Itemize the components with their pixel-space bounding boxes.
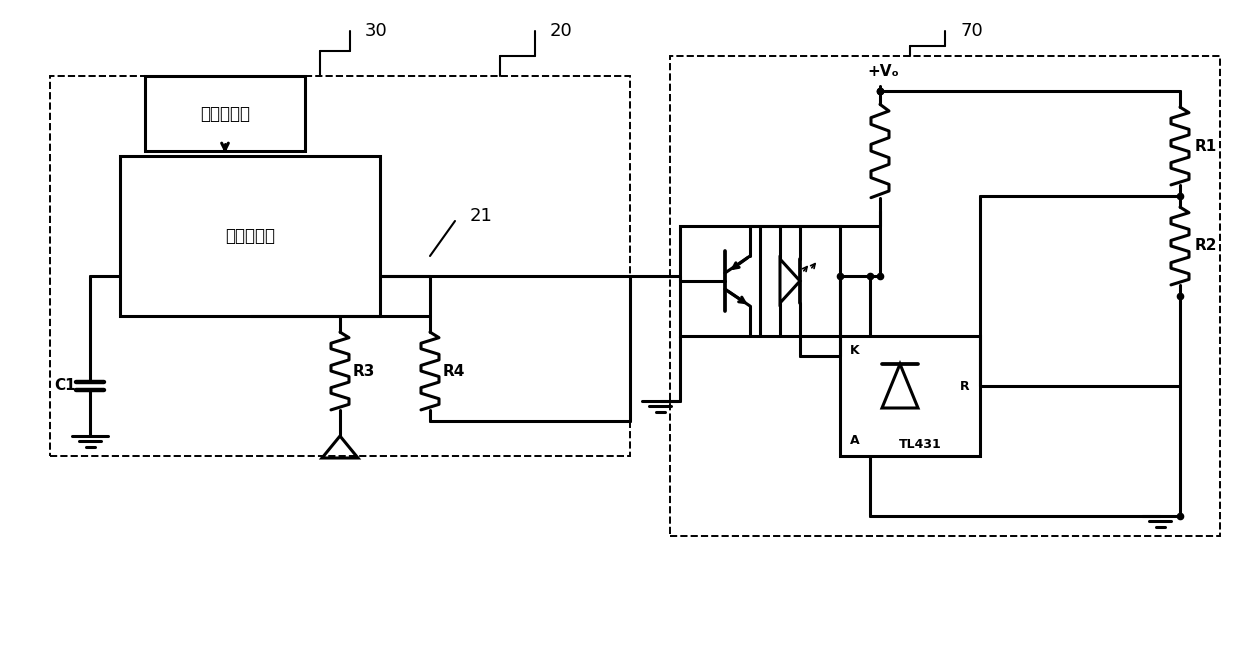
- Text: 方波发生器: 方波发生器: [200, 104, 250, 123]
- Text: A: A: [851, 434, 859, 447]
- Text: R4: R4: [443, 363, 465, 379]
- Bar: [680, 226, 839, 336]
- Bar: [670, 56, 1220, 536]
- Bar: [145, 76, 305, 151]
- Bar: [120, 156, 379, 316]
- Text: R: R: [960, 380, 970, 392]
- Text: TL431: TL431: [899, 438, 941, 451]
- Text: +Vₒ: +Vₒ: [867, 64, 899, 79]
- Text: R1: R1: [1195, 138, 1218, 154]
- Text: C1: C1: [55, 379, 76, 394]
- Text: R2: R2: [1195, 239, 1218, 253]
- Text: 20: 20: [551, 22, 573, 40]
- Text: K: K: [851, 344, 859, 358]
- Text: R3: R3: [353, 363, 376, 379]
- Text: 70: 70: [960, 22, 983, 40]
- Text: 调频控制器: 调频控制器: [224, 227, 275, 245]
- Text: 30: 30: [365, 22, 388, 40]
- Text: 21: 21: [470, 207, 492, 225]
- Bar: [50, 76, 630, 456]
- Bar: [839, 336, 980, 456]
